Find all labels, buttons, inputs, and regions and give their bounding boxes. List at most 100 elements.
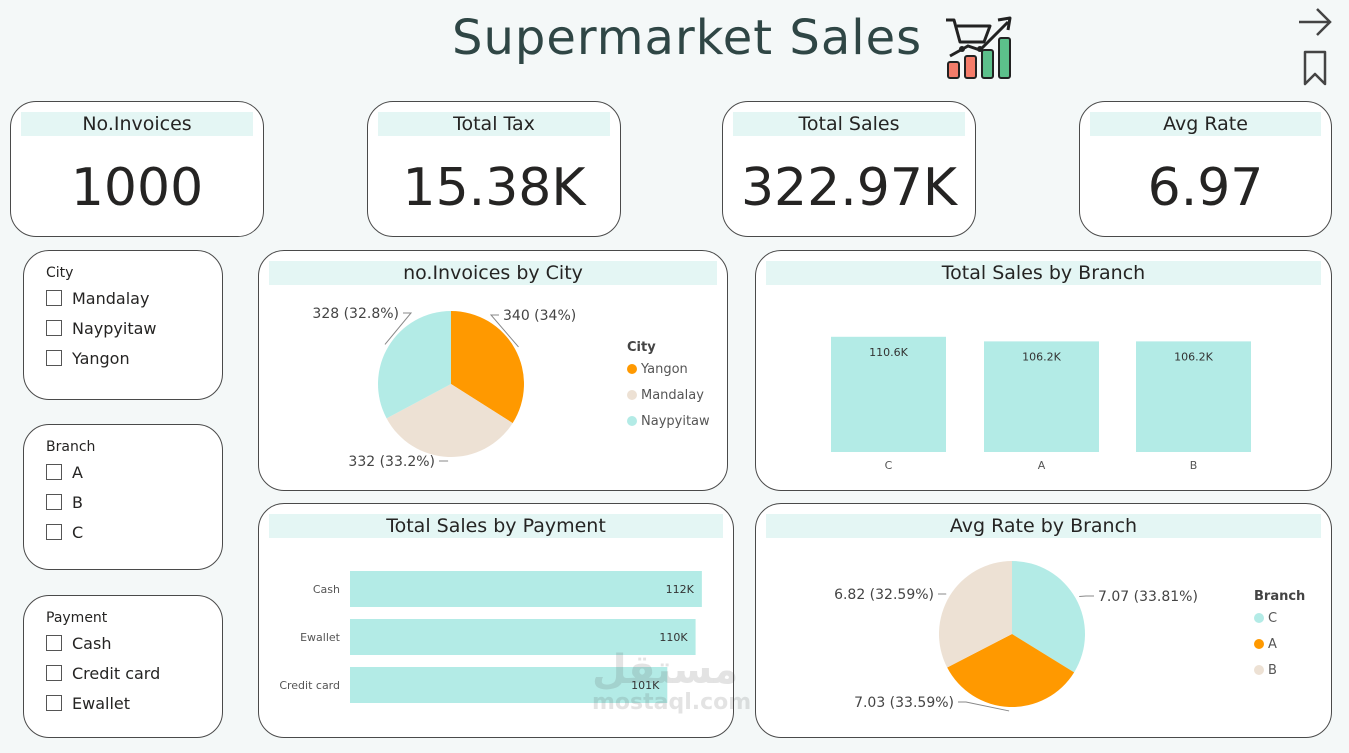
pie-chart: 340 (34%) 332 (33.2%) 328 (32.8%) City Yango…: [312, 306, 710, 470]
chart-sales-by-payment: Total Sales by Payment 112K Cash 110K Ewall…: [258, 503, 734, 738]
watermark-arabic: مستقل: [592, 647, 739, 693]
kpi-value: 322.97K: [740, 158, 958, 218]
legend-marker: [627, 416, 637, 426]
chart-sales-by-branch: Total Sales by Branch 110.6K C 106.2K A 106.…: [755, 250, 1332, 491]
option-label: Cash: [72, 634, 112, 653]
kpi-label: No.Invoices: [21, 112, 253, 136]
bar-data-label: 106.2K: [1174, 350, 1213, 363]
pie-slice-naypyitaw[interactable]: [378, 311, 451, 419]
option-label: Mandalay: [72, 289, 150, 308]
arrow-right-icon[interactable]: [1297, 4, 1333, 40]
legend-marker: [1254, 665, 1264, 675]
legend-marker: [627, 390, 637, 400]
x-tick-label: A: [1038, 459, 1046, 472]
kpi-card-avg-rate: Avg Rate 6.97: [1079, 101, 1332, 237]
chart-invoices-by-city: no.Invoices by City 340 (34%) 332 (33.2%)…: [258, 250, 728, 491]
bar-data-label: 112K: [666, 583, 695, 596]
slicer-option-a[interactable]: A: [46, 463, 83, 483]
chart-title: Avg Rate by Branch: [766, 514, 1321, 538]
kpi-value: 1000: [70, 158, 204, 218]
pie-slice-yangon[interactable]: [451, 311, 524, 424]
pie-slice-mandalay[interactable]: [386, 384, 513, 457]
bar-data-label: 106.2K: [1022, 350, 1061, 363]
kpi-label: Avg Rate: [1090, 112, 1321, 136]
legend-entry-a[interactable]: A: [1268, 637, 1277, 652]
pie-slice-a[interactable]: [947, 634, 1075, 707]
kpi-card-total-tax: Total Tax 15.38K: [367, 101, 621, 237]
slicer-option-credit-card[interactable]: Credit card: [46, 664, 160, 684]
bar-branch-a[interactable]: [984, 341, 1099, 452]
shopping-cart-growth-chart-icon: [946, 16, 1012, 79]
checkbox[interactable]: [46, 635, 62, 651]
hbar-chart: 112K Cash 110K Ewallet 101K Credit card: [279, 571, 702, 703]
option-label: Ewallet: [72, 694, 131, 713]
bookmark-icon[interactable]: [1297, 50, 1333, 86]
checkbox[interactable]: [46, 464, 62, 480]
slicer-payment: Payment Cash Credit card Ewallet: [23, 595, 223, 738]
checkbox[interactable]: [46, 665, 62, 681]
kpi-label: Total Tax: [378, 112, 610, 136]
option-label: Credit card: [72, 664, 161, 683]
bar-data-label: 110.6K: [869, 346, 908, 359]
bar-data-label: 110K: [659, 631, 688, 644]
checkbox[interactable]: [46, 350, 62, 366]
data-label: 332 (33.2%): [348, 454, 435, 470]
chart-title: Total Sales by Payment: [269, 514, 723, 538]
slicer-option-mandalay[interactable]: Mandalay: [46, 289, 149, 309]
bar-payment-ewallet[interactable]: [350, 619, 696, 655]
kpi-card-invoices: No.Invoices 1000: [10, 101, 264, 237]
pie-slice-c[interactable]: [1012, 561, 1085, 673]
legend-entry-b[interactable]: B: [1268, 663, 1277, 678]
slicer-branch: Branch A B C: [23, 424, 223, 570]
bar-branch-b[interactable]: [1136, 341, 1251, 452]
leader-line: [489, 314, 519, 348]
bar-payment-cash[interactable]: [350, 571, 702, 607]
legend-entry-mandalay[interactable]: Mandalay: [641, 388, 704, 403]
page-title: Supermarket Sales: [452, 10, 923, 66]
option-label: B: [72, 493, 83, 512]
bar-payment-credit-card[interactable]: [350, 667, 668, 703]
data-label: 6.82 (32.59%): [834, 587, 934, 603]
legend-title: City: [627, 340, 656, 355]
leader-line: [384, 312, 413, 345]
slicer-option-b[interactable]: B: [46, 493, 83, 513]
data-label: 7.07 (33.81%): [1098, 589, 1198, 605]
kpi-card-total-sales: Total Sales 322.97K: [722, 101, 976, 237]
checkbox[interactable]: [46, 290, 62, 306]
option-label: C: [72, 523, 84, 542]
bar-chart: 110.6K C 106.2K A 106.2K B: [831, 336, 1251, 472]
x-tick-label: B: [1190, 459, 1198, 472]
slicer-option-yangon[interactable]: Yangon: [46, 349, 130, 369]
bar-branch-c[interactable]: [831, 336, 946, 452]
y-tick-label: Cash: [313, 583, 340, 596]
slicer-title: Payment: [46, 610, 108, 626]
slicer-option-c[interactable]: C: [46, 523, 83, 543]
slicer-option-cash[interactable]: Cash: [46, 634, 111, 654]
checkbox[interactable]: [46, 494, 62, 510]
data-label: 328 (32.8%): [312, 306, 399, 322]
kpi-value: 15.38K: [402, 158, 586, 218]
legend-entry-yangon[interactable]: Yangon: [640, 362, 688, 377]
checkbox[interactable]: [46, 695, 62, 711]
legend-entry-naypyitaw[interactable]: Naypyitaw: [641, 414, 710, 429]
checkbox[interactable]: [46, 524, 62, 540]
pie-slice-b[interactable]: [939, 561, 1012, 668]
checkbox[interactable]: [46, 320, 62, 336]
slicer-title: Branch: [46, 439, 96, 455]
slicer-option-naypyitaw[interactable]: Naypyitaw: [46, 319, 156, 339]
bar-data-label: 101K: [631, 679, 660, 692]
legend-entry-c[interactable]: C: [1268, 611, 1277, 626]
slicer-option-ewallet[interactable]: Ewallet: [46, 694, 130, 714]
leader-line: [958, 701, 1010, 712]
watermark-latin: mostaql.com: [592, 690, 752, 715]
pie-chart: 7.07 (33.81%) 7.03 (33.59%) 6.82 (32.59%) B…: [834, 561, 1305, 712]
y-tick-label: Credit card: [279, 679, 340, 692]
watermark: مستقل mostaql.com: [592, 650, 751, 715]
x-tick-label: C: [885, 459, 893, 472]
kpi-value: 6.97: [1147, 158, 1264, 218]
slicer-city: City Mandalay Naypyitaw Yangon: [23, 250, 223, 400]
chart-title: no.Invoices by City: [269, 261, 717, 285]
option-label: Naypyitaw: [72, 319, 157, 338]
legend-title: Branch: [1254, 589, 1305, 604]
